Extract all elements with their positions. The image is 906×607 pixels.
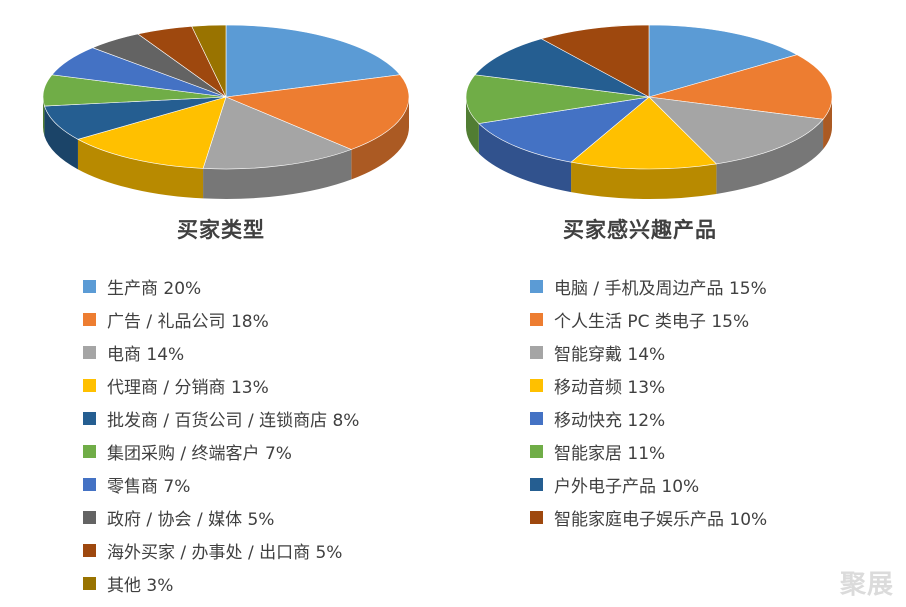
legend-item: 智能穿戴 14% [530, 336, 767, 369]
legend-swatch [83, 577, 96, 590]
pie-slice-side [823, 97, 832, 150]
legend-swatch [83, 478, 96, 491]
chart-legend: 电脑 / 手机及周边产品 15% 个人生活 PC 类电子 15% 智能穿戴 14% 移… [530, 270, 767, 534]
legend-label: 政府 / 协会 / 媒体 5% [107, 510, 275, 530]
legend-item: 集团采购 / 终端客户 7% [83, 435, 359, 468]
legend-swatch [530, 280, 543, 293]
legend-item: 政府 / 协会 / 媒体 5% [83, 501, 359, 534]
legend-swatch [83, 412, 96, 425]
legend-swatch [530, 313, 543, 326]
pie-slice [44, 96, 227, 140]
legend-item: 批发商 / 百货公司 / 连锁商店 8% [83, 402, 359, 435]
legend-label: 移动快充 12% [554, 411, 666, 431]
pie-slice [224, 74, 410, 150]
legend-label: 移动音频 13% [554, 378, 666, 398]
legend-item: 个人生活 PC 类电子 15% [530, 303, 767, 336]
legend-swatch [83, 544, 96, 557]
pie-slice [478, 96, 651, 163]
pie-slice [648, 24, 798, 98]
pie-slice-side [203, 149, 352, 199]
legend-label: 其他 3% [107, 576, 174, 596]
pie-top-group [465, 24, 833, 170]
legend-swatch [530, 379, 543, 392]
chart-title: 买家类型 [177, 218, 265, 242]
legend-item: 移动音频 13% [530, 369, 767, 402]
legend-item: 户外电子产品 10% [530, 468, 767, 501]
legend-item: 生产商 20% [83, 270, 359, 303]
legend-swatch [83, 313, 96, 326]
legend-swatch [83, 346, 96, 359]
legend-item: 智能家庭电子娱乐产品 10% [530, 501, 767, 534]
legend-swatch [530, 511, 543, 524]
legend-item: 零售商 7% [83, 468, 359, 501]
legend-swatch [83, 280, 96, 293]
legend-label: 海外买家 / 办事处 / 出口商 5% [107, 543, 343, 563]
legend-item: 广告 / 礼品公司 18% [83, 303, 359, 336]
legend-label: 智能家庭电子娱乐产品 10% [554, 510, 768, 530]
legend-item: 电脑 / 手机及周边产品 15% [530, 270, 767, 303]
legend-label: 代理商 / 分销商 13% [107, 378, 269, 398]
legend-swatch [83, 511, 96, 524]
legend-label: 智能家居 11% [554, 444, 666, 464]
legend-label: 电脑 / 手机及周边产品 15% [554, 279, 767, 299]
pie-slice-side [351, 97, 409, 180]
buyer-interest-chart: 买家感兴趣产品 电脑 / 手机及周边产品 15% 个人生活 PC 类电子 15% 智… [453, 0, 906, 607]
legend-label: 智能穿戴 14% [554, 345, 666, 365]
legend-label: 个人生活 PC 类电子 15% [554, 312, 750, 332]
buyer-type-chart: 买家类型 生产商 20% 广告 / 礼品公司 18% 电商 14% 代理商 / 分销商… [42, 24, 410, 600]
legend-label: 零售商 7% [107, 477, 191, 497]
pie-slice [465, 74, 650, 124]
pie-slice [77, 96, 227, 169]
legend-label: 户外电子产品 10% [554, 477, 700, 497]
pie-slice [648, 96, 824, 165]
legend-item: 代理商 / 分销商 13% [83, 369, 359, 402]
pie-slice [540, 24, 650, 98]
legend-item: 电商 14% [83, 336, 359, 369]
pie-slice-side [44, 106, 78, 170]
chart-title: 买家感兴趣产品 [563, 218, 717, 242]
pie-slice [648, 54, 833, 120]
pie-slice-side [478, 123, 572, 193]
watermark-logo: 聚展 [839, 570, 894, 600]
chart-legend: 生产商 20% 广告 / 礼品公司 18% 电商 14% 代理商 / 分销商 13% 批… [83, 270, 359, 600]
legend-label: 生产商 20% [107, 279, 202, 299]
legend-item: 移动快充 12% [530, 402, 767, 435]
pie-slice-side [716, 119, 824, 194]
legend-item: 其他 3% [83, 567, 359, 600]
pie-slice [225, 24, 401, 98]
pie-slice-side [77, 139, 204, 199]
pie-slice [474, 38, 650, 98]
pie-side-group [466, 97, 832, 199]
legend-swatch [83, 379, 96, 392]
buyer-interest-pie [465, 24, 833, 199]
legend-swatch [530, 445, 543, 458]
legend-swatch [530, 412, 543, 425]
pie-top-group [42, 24, 410, 170]
pie-slice [191, 24, 227, 98]
pie-side-group [43, 97, 409, 199]
legend-item: 海外买家 / 办事处 / 出口商 5% [83, 534, 359, 567]
legend-label: 批发商 / 百货公司 / 连锁商店 8% [107, 411, 360, 431]
pie-slice [570, 96, 717, 170]
legend-label: 电商 14% [107, 345, 185, 365]
legend-label: 广告 / 礼品公司 18% [107, 312, 269, 332]
legend-swatch [530, 346, 543, 359]
legend-swatch [83, 445, 96, 458]
pie-slice-side [571, 162, 717, 199]
pie-slice-side [43, 97, 45, 137]
legend-item: 智能家居 11% [530, 435, 767, 468]
pie-slice [202, 96, 353, 170]
legend-swatch [530, 478, 543, 491]
buyer-type-pie [42, 24, 410, 199]
legend-label: 集团采购 / 终端客户 7% [107, 444, 292, 464]
